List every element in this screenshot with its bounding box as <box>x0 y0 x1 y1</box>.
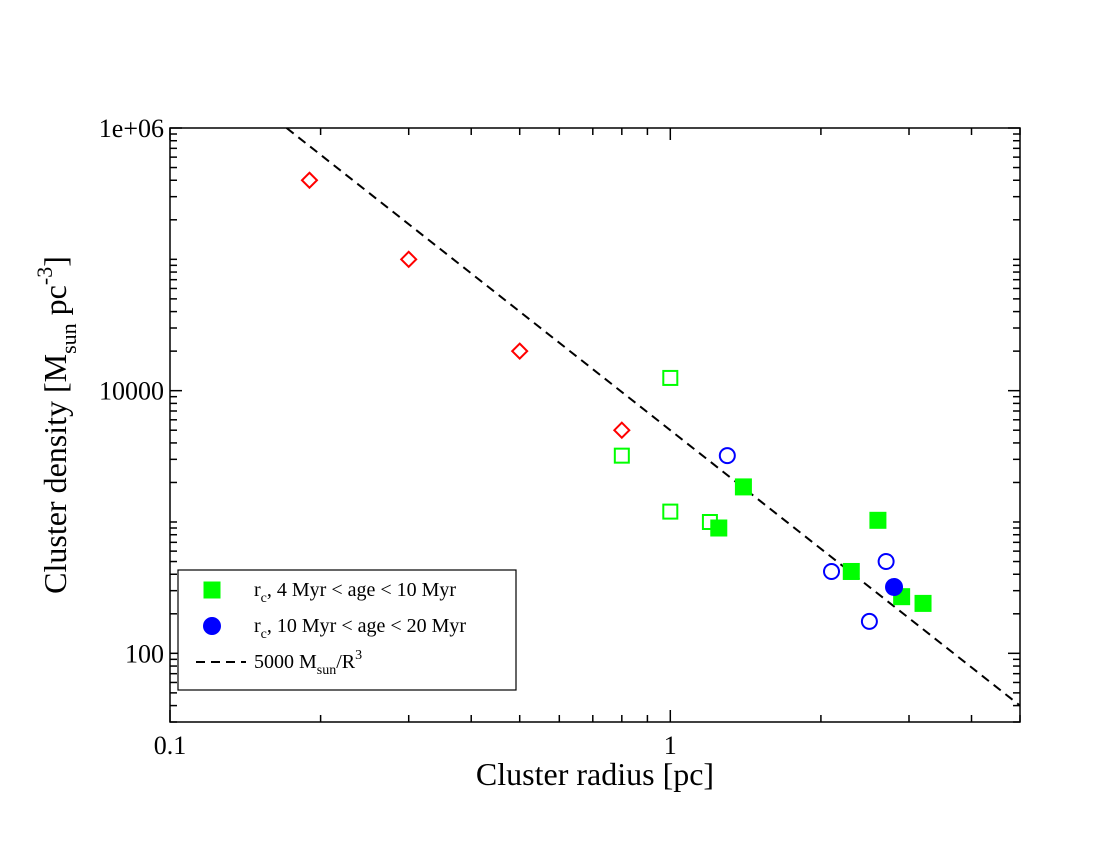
data-point-circle-open <box>877 553 895 571</box>
model-line-layer <box>285 128 1020 707</box>
y-axis-title: Cluster density [Msun pc-3] <box>32 256 81 594</box>
data-point-diamond-open <box>510 342 529 361</box>
data-point-circle-filled <box>885 577 904 596</box>
y-tick-label: 1e+06 <box>99 114 164 143</box>
data-point-square-filled <box>869 511 887 529</box>
y-axis-title-main: Cluster density [M <box>37 354 73 594</box>
data-point-diamond-open <box>612 421 631 440</box>
data-points-layer <box>300 171 932 630</box>
legend-label: 5000 Msun/R3 <box>254 648 362 678</box>
data-point-square-filled <box>842 562 860 580</box>
data-point-circle-open <box>823 562 841 580</box>
data-point-diamond-open <box>300 171 319 190</box>
data-point-diamond-open <box>399 250 418 269</box>
data-point-circle-open <box>718 447 736 465</box>
y-tick-label: 100 <box>125 639 164 668</box>
data-point-square-open <box>662 369 679 386</box>
data-point-circle-open <box>860 612 878 630</box>
x-axis-title: Cluster radius [pc] <box>476 756 714 792</box>
legend-marker-circle-filled <box>203 617 221 635</box>
legend-box <box>177 569 517 691</box>
x-tick-label: 1 <box>664 731 677 760</box>
y-axis-title-mid: pc <box>37 285 73 323</box>
data-point-square-filled <box>914 594 932 612</box>
y-axis-title-sub: sun <box>56 323 81 354</box>
data-point-square-open <box>662 503 679 520</box>
y-axis-title-sup: -3 <box>32 267 57 285</box>
x-tick-label: 0.1 <box>154 731 187 760</box>
y-tick-label: 10000 <box>99 377 164 406</box>
plot-frame <box>169 127 1021 723</box>
model-line <box>285 128 1020 707</box>
y-axis-title-end: ] <box>37 256 73 267</box>
ticks-layer: 0.1 1 100 10000 1e+06 <box>99 114 1021 760</box>
data-point-square-open <box>613 447 630 464</box>
legend-label: rc, 10 Myr < age < 20 Myr <box>254 615 466 642</box>
data-point-square-filled <box>734 478 752 496</box>
legend: rc, 4 Myr < age < 10 Myr rc, 10 Myr < age… <box>177 569 517 691</box>
data-point-square-filled <box>710 519 728 537</box>
legend-marker-square-filled <box>203 581 221 599</box>
legend-label: rc, 4 Myr < age < 10 Myr <box>254 579 456 606</box>
